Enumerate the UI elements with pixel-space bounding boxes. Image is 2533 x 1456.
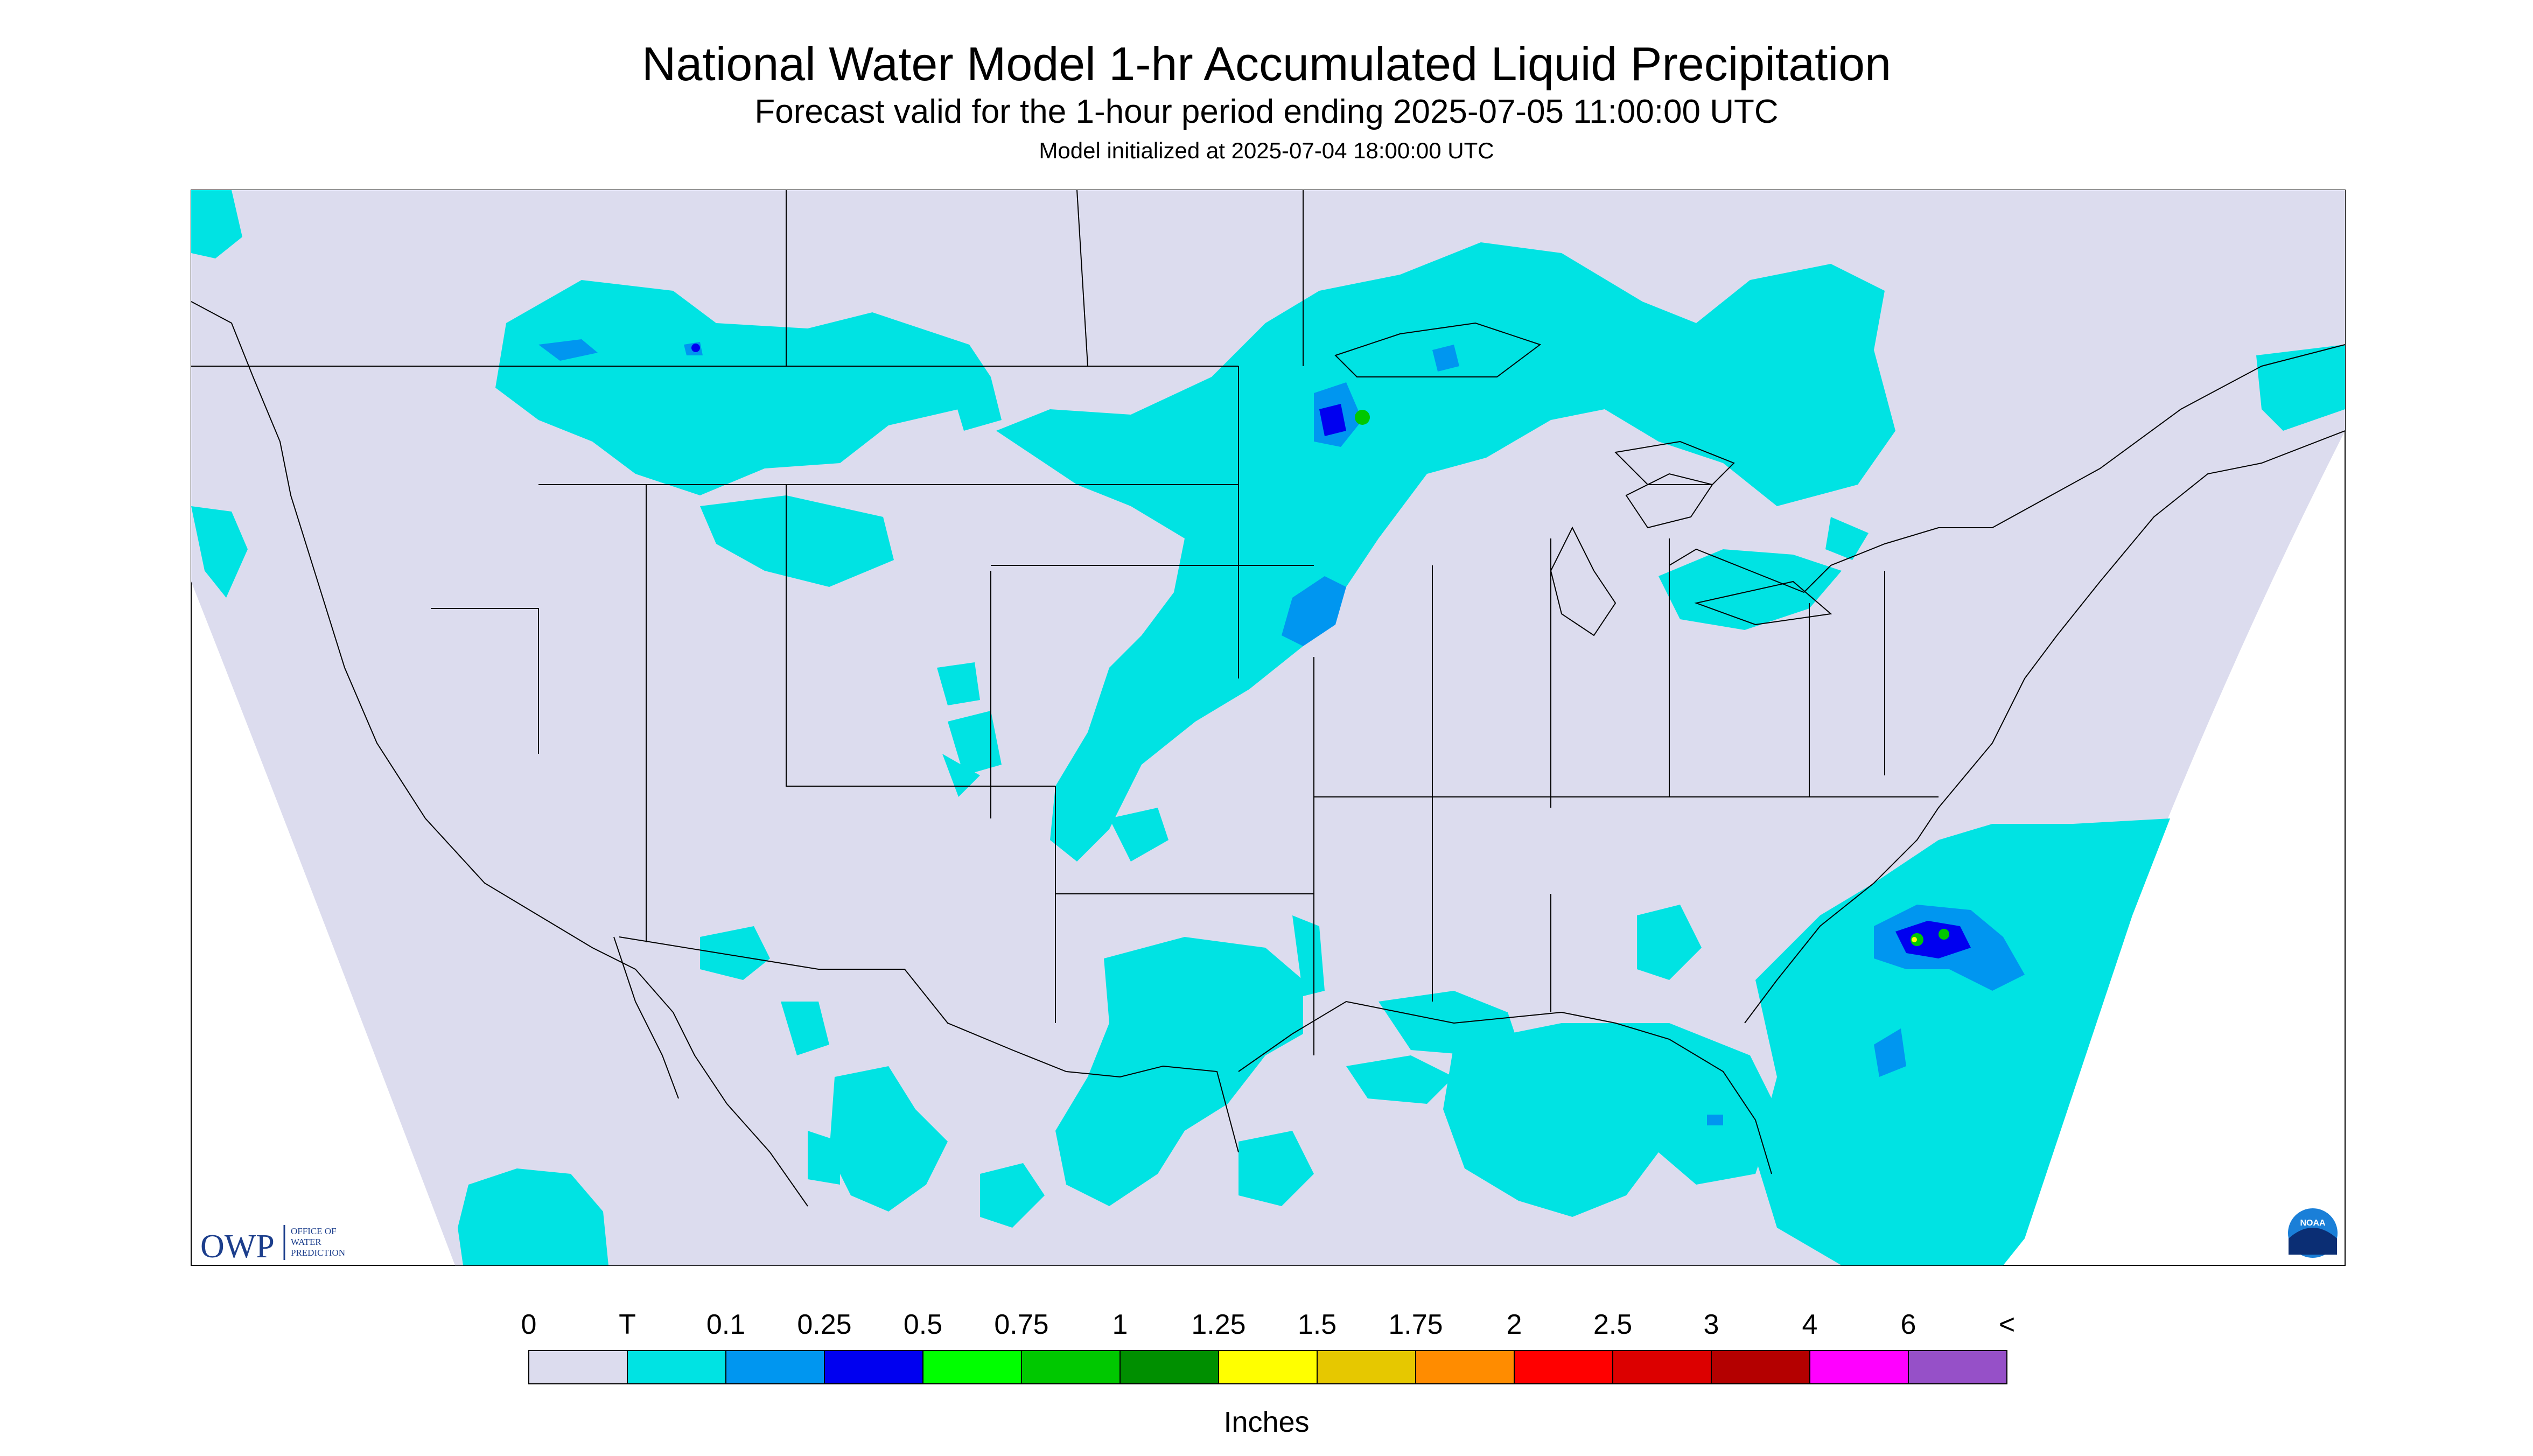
legend-swatch — [1021, 1350, 1121, 1384]
chart-subtitle: Forecast valid for the 1-hour period end… — [754, 93, 1779, 130]
svg-text:WATER: WATER — [291, 1237, 321, 1247]
legend-label: 0 — [521, 1309, 537, 1340]
legend-colorbar — [528, 1350, 2007, 1384]
svg-text:OFFICE OF: OFFICE OF — [291, 1226, 337, 1236]
svg-text:PREDICTION: PREDICTION — [291, 1248, 345, 1258]
legend-label: 2.5 — [1593, 1309, 1633, 1340]
legend-swatch — [824, 1350, 923, 1384]
legend-swatch — [922, 1350, 1022, 1384]
legend-label: < — [1998, 1309, 2016, 1340]
legend-label: 2 — [1506, 1309, 1522, 1340]
legend-label: 0.25 — [797, 1309, 852, 1340]
legend-label: T — [619, 1309, 636, 1340]
legend-swatch — [1711, 1350, 1810, 1384]
legend-label: 4 — [1802, 1309, 1818, 1340]
svg-text:NOAA: NOAA — [2300, 1219, 2326, 1228]
boundaries — [191, 190, 2345, 1207]
precip-trace-areas — [191, 190, 2345, 1265]
legend-label: 3 — [1703, 1309, 1719, 1340]
noaa-logo: NOAA — [2286, 1206, 2340, 1260]
precip-heavy-areas — [1355, 410, 1949, 946]
legend-label: 0.5 — [903, 1309, 943, 1340]
legend-swatch — [1218, 1350, 1318, 1384]
legend-swatch — [1119, 1350, 1219, 1384]
owp-logo: OWP OFFICE OF WATER PREDICTION — [200, 1225, 345, 1265]
legend-label: 1 — [1112, 1309, 1128, 1340]
precip-medium-areas — [691, 344, 1971, 958]
legend-label: 0.75 — [994, 1309, 1049, 1340]
legend-swatch — [1415, 1350, 1515, 1384]
legend-swatch — [1908, 1350, 2007, 1384]
legend-label: 1.75 — [1388, 1309, 1443, 1340]
legend-swatch — [1514, 1350, 1613, 1384]
legend-swatch — [1809, 1350, 1909, 1384]
legend-units: Inches — [1223, 1406, 1310, 1438]
model-init-text: Model initialized at 2025-07-04 18:00:00… — [1039, 138, 1494, 163]
legend-swatch — [725, 1350, 825, 1384]
legend-swatch — [627, 1350, 726, 1384]
legend-swatch — [1317, 1350, 1416, 1384]
legend-label: 1.5 — [1297, 1309, 1337, 1340]
legend-label: 6 — [1900, 1309, 1916, 1340]
legend-swatch — [1612, 1350, 1712, 1384]
legend-label: 0.1 — [706, 1309, 746, 1340]
chart-title: National Water Model 1-hr Accumulated Li… — [641, 37, 1892, 90]
legend-swatch — [528, 1350, 628, 1384]
legend-label: 1.25 — [1191, 1309, 1246, 1340]
svg-text:OWP: OWP — [200, 1228, 275, 1265]
